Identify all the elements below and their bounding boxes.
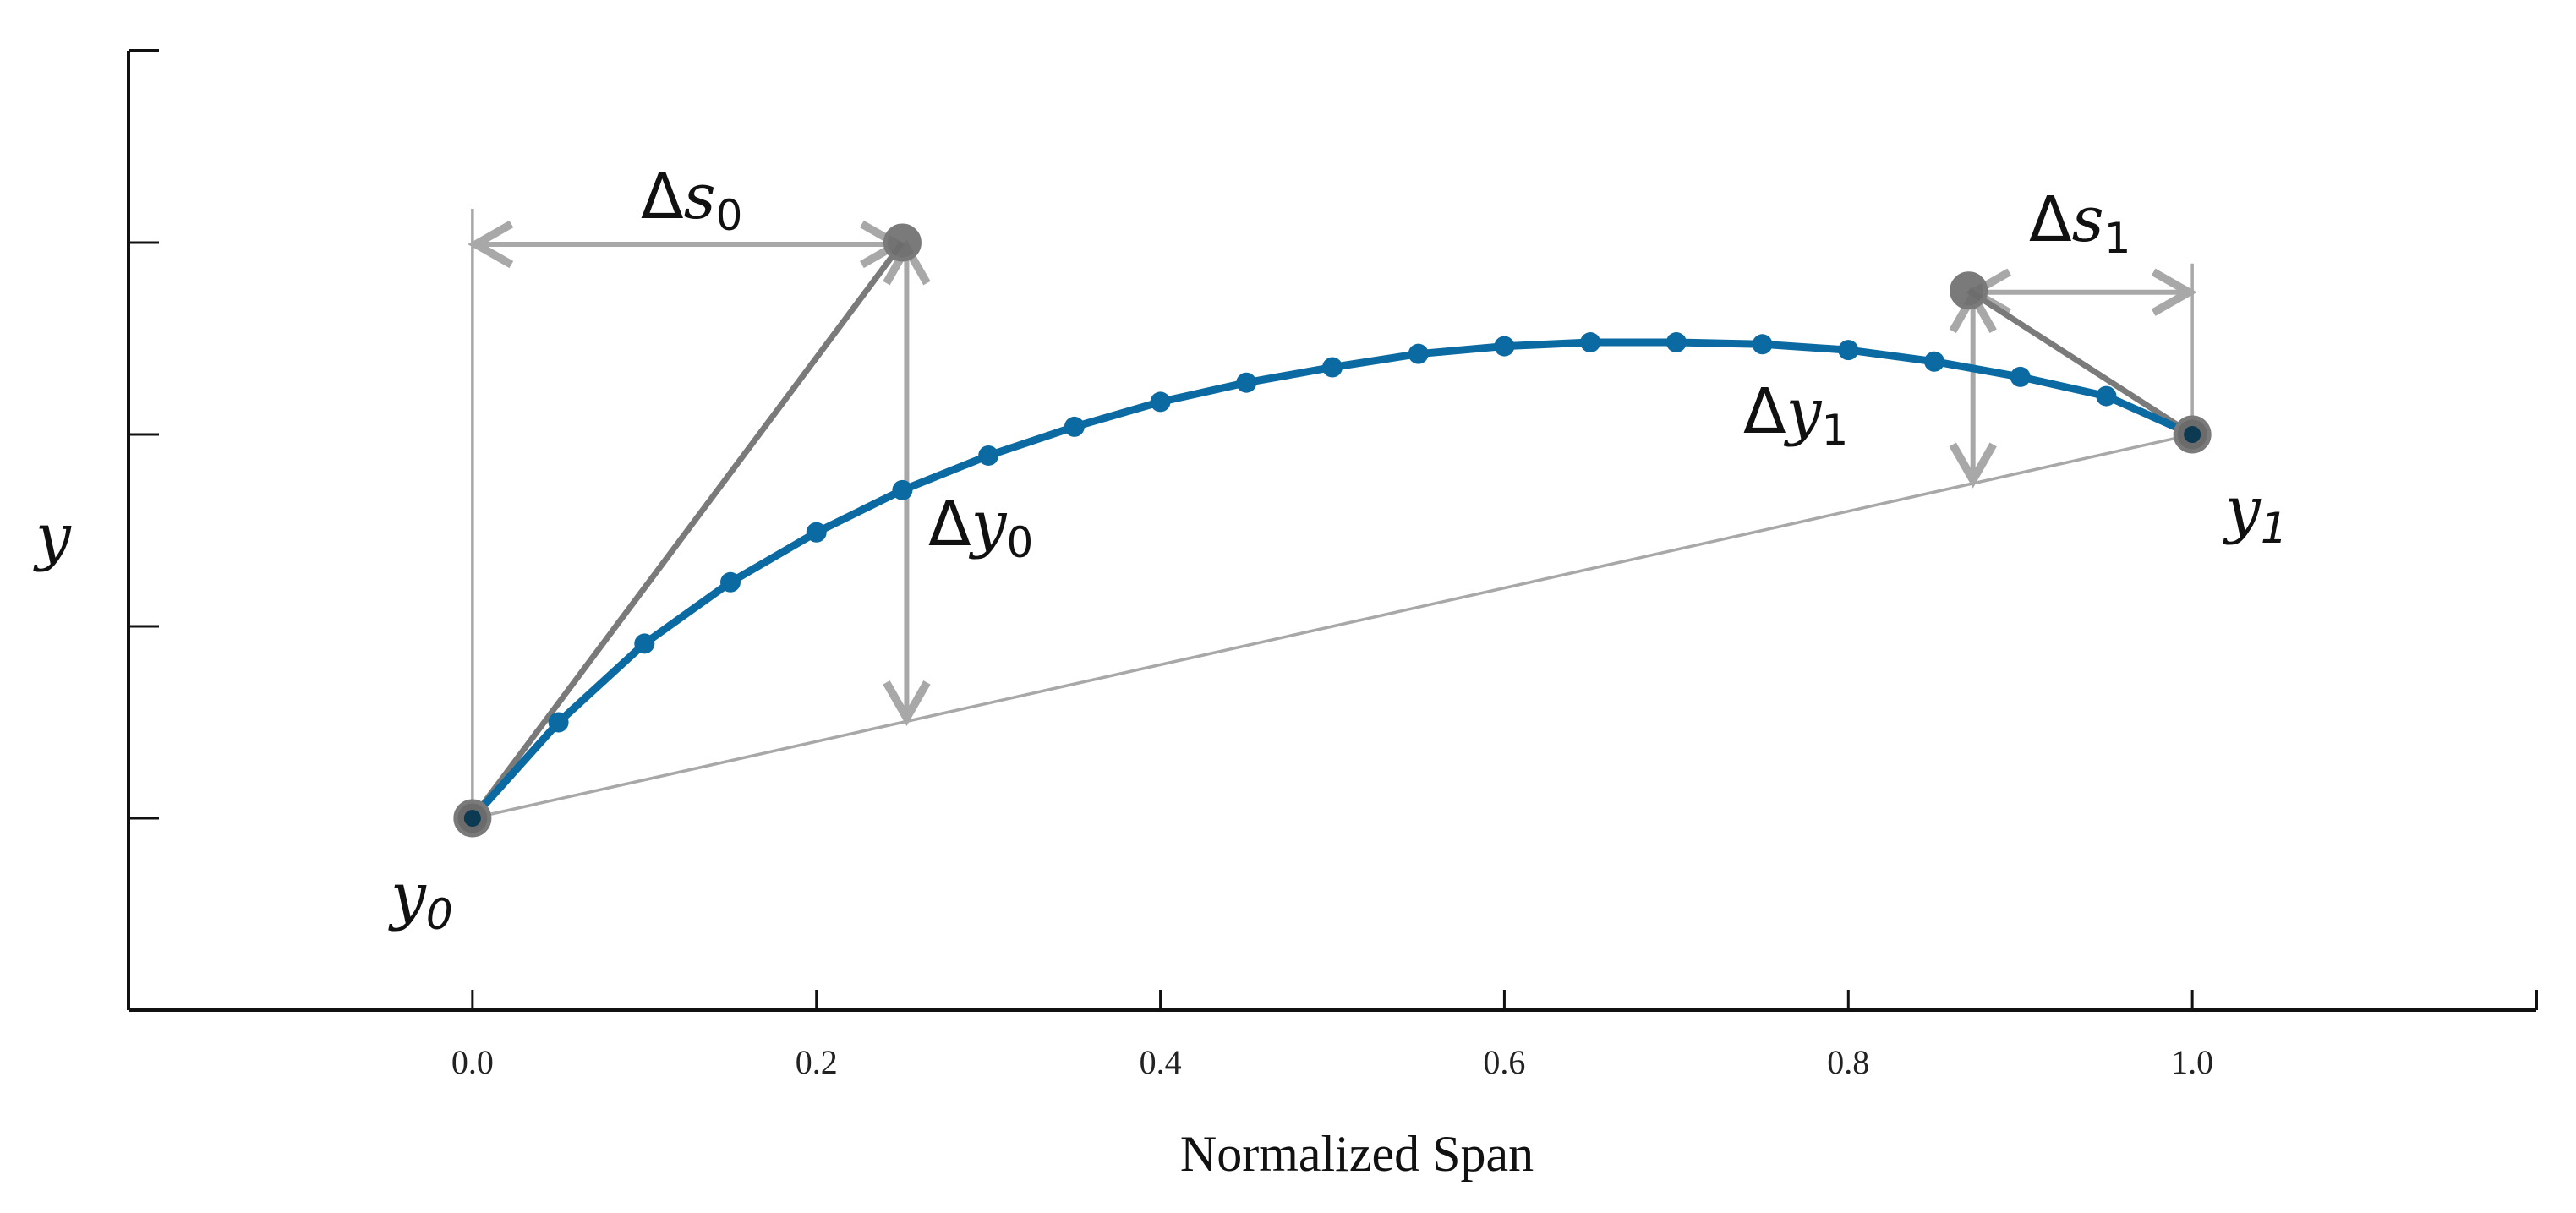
annotation-delta-y1: Δy1	[1743, 375, 1848, 455]
series-point	[720, 571, 741, 593]
annotation-delta-s1-base: s	[2072, 183, 2104, 256]
series-point	[548, 712, 569, 733]
x-tick-label: 1.0	[2171, 1043, 2213, 1081]
x-tick-label: 0.6	[1483, 1043, 1525, 1081]
x-tick-label: 0.4	[1140, 1043, 1182, 1081]
annotation-delta-s0: Δs0	[641, 161, 742, 240]
endpoint-label-y0: y0	[388, 860, 453, 939]
annotation-delta-s0-delta: Δ	[641, 161, 684, 233]
control-line-0	[470, 240, 905, 821]
annotation-delta-y1-sub: 1	[1821, 406, 1848, 455]
control-point-1	[1950, 271, 1988, 310]
series-point	[634, 633, 655, 654]
annotation-delta-y1-base: y	[1784, 375, 1823, 448]
series-point	[1752, 334, 1773, 355]
annotation-delta-s0-sub: 0	[716, 191, 743, 240]
annotation-delta-s1-delta: Δ	[2029, 183, 2072, 256]
series-point	[1665, 332, 1687, 353]
curve-series	[462, 332, 2203, 828]
control-lines	[470, 240, 2195, 821]
series-point	[806, 522, 827, 543]
x-axis-title: Normalized Span	[1180, 1126, 1534, 1182]
annotation-delta-y1-delta: Δ	[1743, 375, 1786, 448]
series-point	[2010, 366, 2031, 387]
y-axis-title: y	[33, 500, 72, 573]
endpoint-label-y1-base: y	[2223, 473, 2262, 546]
control-line-1	[1966, 287, 2195, 437]
series-point	[1150, 391, 1171, 413]
series-point	[1064, 416, 1085, 437]
series-point	[2096, 385, 2117, 407]
endpoint-label-y0-sub: 0	[426, 890, 453, 939]
point-markers	[453, 223, 2212, 838]
series-point	[1580, 332, 1601, 353]
guide-lines	[468, 209, 2197, 820]
endpoint-core-1	[2184, 426, 2201, 443]
endpoint-label-y0-base: y	[388, 860, 427, 932]
annotation-delta-s1-sub: 1	[2104, 214, 2131, 263]
series-point	[1322, 357, 1343, 378]
annotation-delta-y0-base: y	[969, 488, 1008, 560]
control-point-0	[883, 223, 922, 262]
endpoint-label-y1: y1	[2223, 473, 2288, 553]
endpoint-label-y1-sub: 1	[2261, 504, 2288, 553]
series-point	[1408, 343, 1429, 364]
chord-line	[472, 433, 2193, 820]
series-point	[978, 445, 999, 466]
endpoint-core-0	[463, 810, 481, 827]
annotation-delta-s1: Δs1	[2029, 183, 2130, 263]
series-point	[1924, 351, 1944, 372]
annotation-delta-s0-base: s	[684, 161, 716, 233]
x-tick-label: 0.0	[451, 1043, 494, 1081]
series-point	[1236, 372, 1257, 393]
series-point	[892, 479, 913, 500]
annotation-delta-y0-delta: Δ	[928, 488, 971, 560]
x-tick-label: 0.8	[1827, 1043, 1869, 1081]
x-tick-label: 0.2	[796, 1043, 838, 1081]
annotation-delta-y0: Δy0	[928, 488, 1033, 567]
series-point	[1838, 340, 1859, 361]
series-point	[1494, 336, 1515, 357]
annotation-delta-y0-sub: 0	[1006, 518, 1033, 567]
axes: 0.0 0.2 0.4 0.6 0.8 1.0	[127, 49, 2538, 1081]
